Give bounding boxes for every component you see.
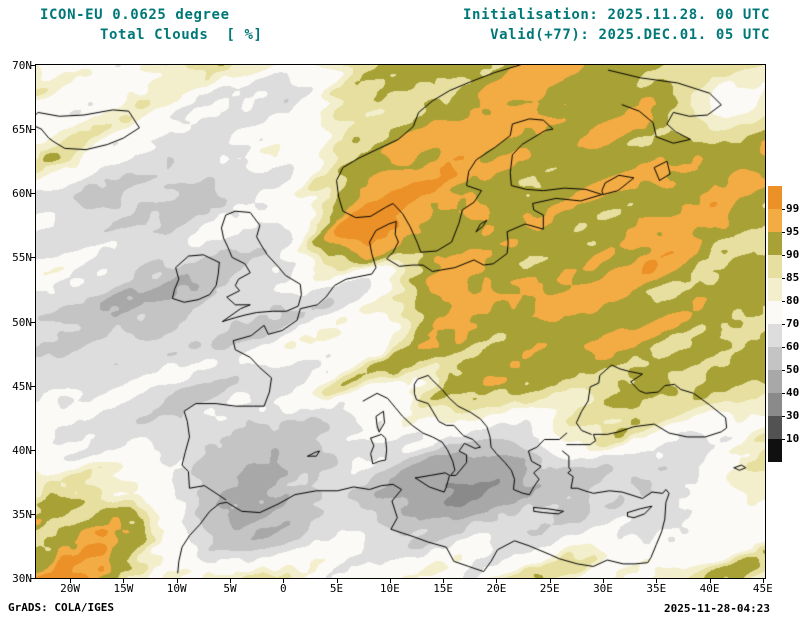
colorbar-label: 95 [786,225,800,238]
lon-tick-label: 30E [593,582,613,595]
lat-tick-mark [31,449,35,451]
lat-tick-label: 60N [12,187,32,201]
lat-tick-mark [31,513,35,515]
lat-tick-mark [31,321,35,323]
lon-tick-mark [709,579,711,583]
colorbar-segment [768,186,782,209]
colorbar [768,186,782,462]
lat-tick-label: 55N [12,251,32,265]
lat-tick-label: 35N [12,507,32,521]
colorbar-tick-mark [782,278,785,279]
variable-title: Total Clouds [ %] [100,27,263,43]
colorbar-segment [768,255,782,278]
colorbar-segment [768,209,782,232]
colorbar-segment [768,393,782,416]
cloud-cover-map-canvas [36,65,765,578]
lat-tick-mark [31,65,35,66]
colorbar-tick-mark [782,209,785,210]
lat-tick-mark [31,129,35,131]
colorbar-tick-mark [782,324,785,325]
colorbar-label: 10 [786,432,800,445]
lon-tick-mark [229,579,231,583]
lon-tick-label: 0 [279,582,287,595]
lon-tick-mark [496,579,498,583]
colorbar-segment [768,416,782,439]
colorbar-segment [768,347,782,370]
colorbar-tick-mark [782,416,785,417]
colorbar-label: 85 [786,271,800,284]
colorbar-tick-mark [782,439,785,440]
lon-tick-mark [549,579,551,583]
colorbar-segment [768,232,782,255]
lon-tick-label: 15E [433,582,454,595]
lon-tick-mark [656,579,658,583]
lon-tick-label: 10E [379,582,400,595]
colorbar-tick-mark [782,301,785,302]
colorbar-tick-mark [782,393,785,394]
lat-tick-mark [31,385,35,387]
colorbar-label: 90 [786,248,800,261]
colorbar-tick-mark [782,347,785,348]
colorbar-segment [768,370,782,393]
lon-tick-mark [70,579,72,583]
lat-tick-mark [31,578,35,579]
colorbar-label: 30 [786,409,800,422]
lon-tick-label: 5E [329,582,344,595]
lon-tick-label: 45E [752,582,773,595]
lon-tick-mark [336,579,338,583]
lon-tick-label: 5W [223,582,237,595]
colorbar-label: 60 [786,340,800,353]
colorbar-label: 80 [786,294,800,307]
colorbar-segment [768,278,782,301]
colorbar-segment [768,301,782,324]
lat-tick-label: 65N [12,123,32,137]
lon-tick-label: 35E [646,582,667,595]
lon-tick-label: 40E [699,582,720,595]
lat-tick-mark [31,193,35,195]
colorbar-tick-mark [782,370,785,371]
lon-tick-label: 25E [539,582,560,595]
colorbar-tick-mark [782,232,785,233]
colorbar-label: 50 [786,363,800,376]
lon-tick-mark [176,579,178,583]
creation-timestamp: 2025-11-28-04:23 [664,602,770,615]
lat-tick-label: 40N [12,443,32,457]
lat-tick-label: 30N [12,572,32,585]
lon-tick-mark [603,579,604,583]
grads-credit: GrADS: COLA/IGES [8,601,114,614]
colorbar-segment [768,324,782,347]
lon-tick-mark [283,579,285,583]
lon-tick-label: 20E [486,582,507,595]
colorbar-label: 40 [786,386,800,399]
model-title: ICON-EU 0.0625 degree [40,7,230,23]
colorbar-tick-mark [782,255,785,256]
colorbar-label: 99.5 [786,202,800,215]
lon-tick-label: 20W [60,582,81,595]
lat-tick-label: 45N [12,379,32,393]
lon-tick-label: 15W [113,582,134,595]
lat-tick-mark [31,257,35,259]
lon-tick-mark [123,579,125,583]
lon-tick-mark [389,579,391,583]
lon-tick-mark [762,579,764,583]
colorbar-label: 70 [786,317,800,330]
init-time-label: Initialisation: 2025.11.28. 00 UTC [463,7,770,23]
lat-tick-label: 70N [12,59,32,72]
map-frame [35,64,766,579]
lat-tick-label: 50N [12,315,32,329]
valid-time-label: Valid(+77): 2025.DEC.01. 05 UTC [490,27,770,43]
colorbar-segment [768,439,782,462]
lon-tick-mark [443,579,445,583]
lon-tick-label: 10W [166,582,187,595]
